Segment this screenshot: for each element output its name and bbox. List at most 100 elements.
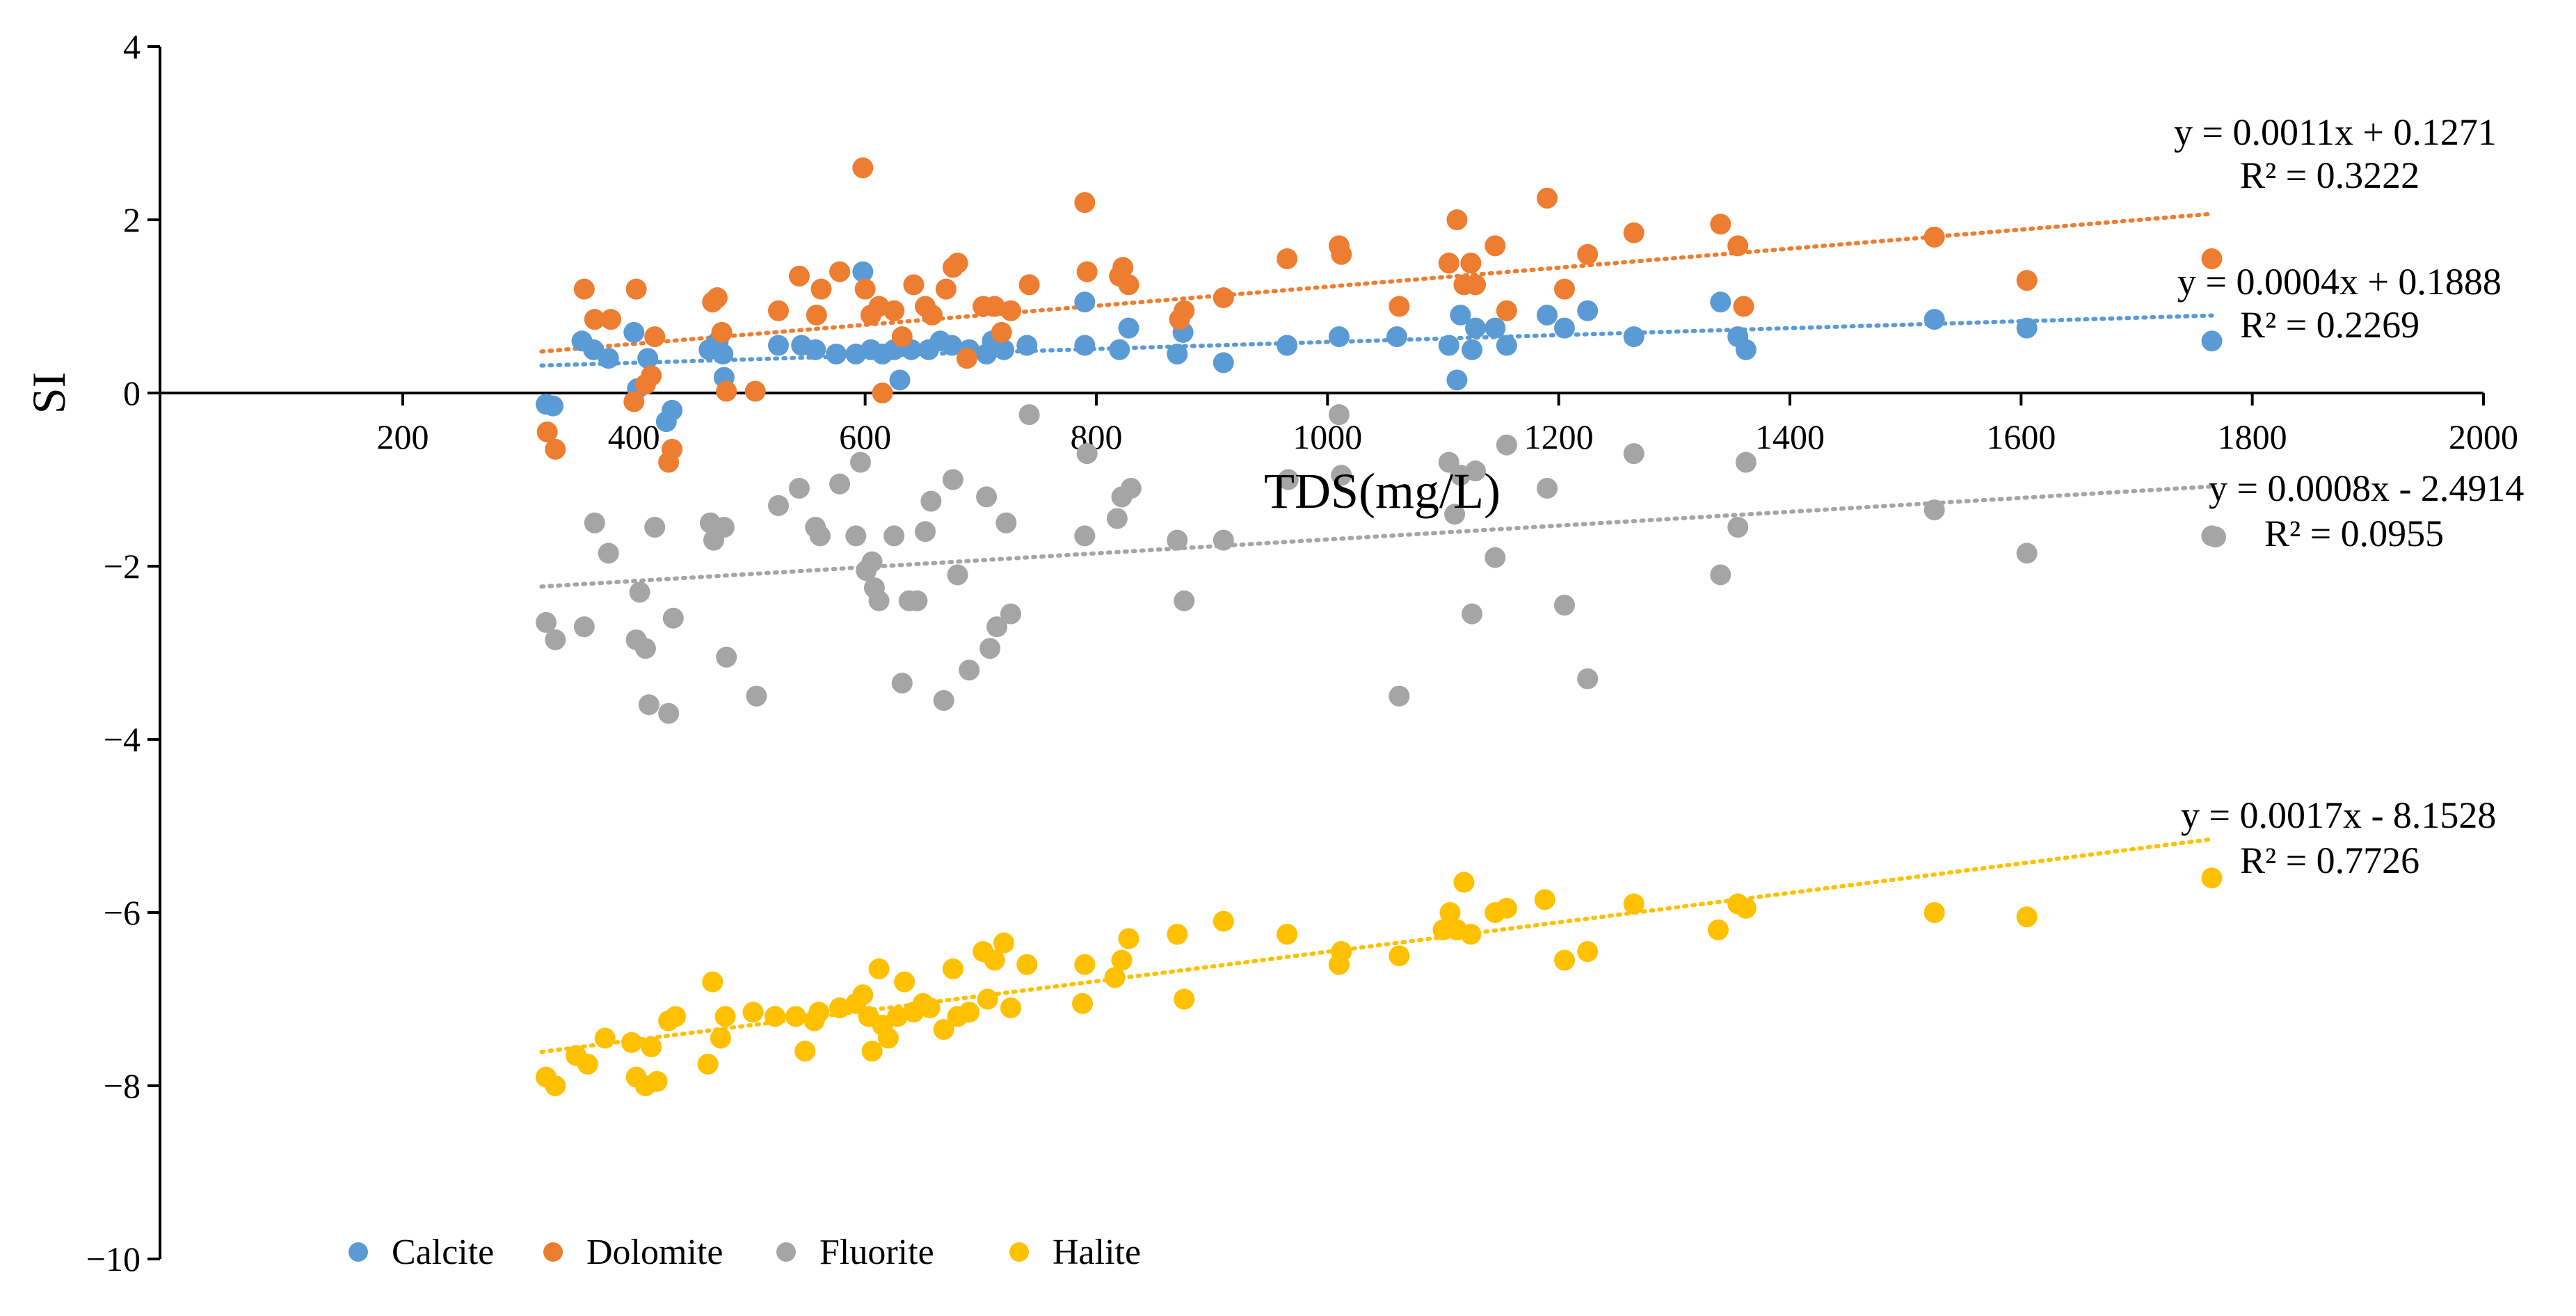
dolomite-point [984, 296, 1005, 317]
fluorite-point [976, 486, 998, 508]
y-axis-title: SI [22, 372, 75, 414]
y-tick-label: −2 [104, 547, 141, 586]
dolomite-point [956, 348, 977, 369]
fluorite-point [809, 525, 831, 547]
x-axis-title: TDS(mg/L) [1264, 463, 1501, 519]
legend-fluorite-marker [776, 1242, 796, 1262]
fluorite-point [644, 516, 666, 538]
fluorite-point [598, 543, 619, 564]
fluorite-point [1710, 564, 1731, 586]
calcite-equation: y = 0.0004x + 0.1888 [2177, 261, 2502, 303]
legend-halite-marker [1009, 1242, 1029, 1262]
fluorite-point [713, 516, 735, 538]
halite-point [702, 971, 723, 993]
legend-halite-label: Halite [1053, 1233, 1141, 1272]
calcite-point [637, 348, 659, 369]
x-tick-label: 400 [608, 417, 660, 456]
halite-point [1000, 997, 1022, 1018]
halite-point [1389, 945, 1410, 967]
fluorite-point [638, 694, 659, 716]
fluorite-point [536, 611, 557, 633]
legend-calcite-label: Calcite [392, 1233, 494, 1272]
fluorite-point [1167, 529, 1188, 551]
halite-point [1923, 902, 1945, 923]
fluorite-point [933, 689, 954, 711]
calcite-point [768, 335, 790, 356]
dolomite-point [706, 287, 728, 309]
dolomite-point [1438, 252, 1459, 274]
halite-point [894, 971, 915, 993]
halite-point [710, 1027, 731, 1049]
calcite-point [662, 399, 683, 421]
halite-point [594, 1027, 616, 1049]
fluorite-point [1462, 603, 1483, 625]
halite-point [1277, 924, 1298, 945]
halite-point [1118, 928, 1139, 949]
x-tick-label: 1000 [1293, 417, 1362, 456]
halite-point [887, 1006, 909, 1027]
fluorite-point [1537, 477, 1558, 499]
fluorite-point [942, 469, 963, 490]
fluorite-point [1577, 668, 1599, 689]
halite-point [2016, 906, 2038, 928]
dolomite-point [2016, 270, 2038, 291]
fluorite-point [634, 638, 656, 659]
fluorite-point [1923, 499, 1945, 521]
dolomite-point [1623, 222, 1645, 243]
halite-point [697, 1053, 719, 1075]
dolomite-point [829, 261, 851, 282]
halite-point [1577, 941, 1599, 963]
calcite-point [1074, 335, 1096, 356]
fluorite-point [861, 551, 883, 572]
halite-point [919, 997, 941, 1018]
dolomite-point [662, 438, 683, 460]
fluorite-point [1000, 603, 1022, 625]
fluorite-point [829, 473, 851, 495]
calcite-point [712, 343, 734, 364]
halite-point [933, 1019, 954, 1041]
fluorite-point [995, 512, 1017, 533]
fluorite-point [545, 629, 566, 650]
y-tick-label: 0 [123, 374, 141, 412]
calcite-point [1167, 343, 1188, 364]
halite-point [714, 1006, 736, 1027]
calcite-point [826, 343, 847, 364]
calcite-point [852, 261, 874, 282]
dolomite-point [711, 321, 733, 343]
dolomite-point [1460, 252, 1482, 274]
fluorite-point [662, 607, 684, 629]
x-tick-label: 200 [376, 417, 429, 456]
fluorite-equation: y = 0.0008x - 2.4914 [2209, 467, 2524, 509]
dolomite-point [1174, 300, 1195, 321]
halite-point [665, 1006, 687, 1027]
dolomite-point [1537, 187, 1558, 209]
calcite-r-squared: R² = 0.2269 [2240, 304, 2419, 346]
dolomite-point [1074, 192, 1096, 214]
dolomite-point [1112, 257, 1134, 278]
fluorite-point [906, 590, 928, 611]
calcite-point [1074, 291, 1096, 313]
fluorite-r-squared: R² = 0.0955 [2264, 513, 2444, 554]
halite-point [2201, 867, 2223, 889]
dolomite-point [768, 300, 790, 321]
y-tick-label: 2 [123, 200, 141, 239]
dolomite-point [788, 265, 810, 287]
fluorite-point [746, 685, 767, 707]
fluorite-point [1174, 590, 1195, 611]
dolomite-point [1018, 274, 1040, 296]
calcite-point [1446, 369, 1468, 391]
calcite-point [1735, 339, 1757, 360]
calcite-point [805, 339, 826, 360]
halite-r-squared: R² = 0.7726 [2240, 840, 2419, 881]
x-tick-label: 600 [839, 417, 891, 456]
fluorite-point [1727, 516, 1749, 538]
calcite-point [2016, 317, 2038, 339]
halite-point [959, 1002, 980, 1023]
dolomite-point [1118, 274, 1139, 296]
calcite-point [1465, 317, 1487, 339]
fluorite-point [986, 616, 1008, 638]
x-tick-label: 1800 [2218, 417, 2287, 456]
halite-point [1331, 941, 1352, 963]
halite-point [641, 1036, 662, 1057]
calcite-point [1537, 304, 1558, 326]
